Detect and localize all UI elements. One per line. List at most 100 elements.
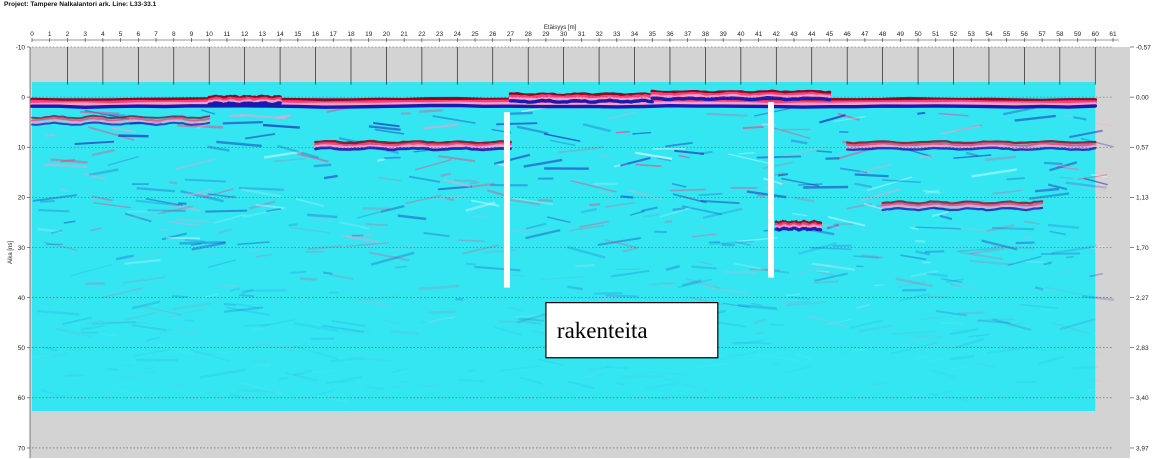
axes: 0 1 2 3 4 5 6 7 8 9 10 11 12 13 14 15 16 17 18 19 20 21 22 23 24… — [8, 25, 1151, 458]
x-tick-label: 16 — [312, 31, 320, 38]
texture-streak — [1034, 187, 1060, 193]
texture-streak — [226, 306, 270, 316]
texture-streak — [36, 227, 63, 234]
texture-streak — [786, 293, 801, 297]
texture-streak — [273, 158, 306, 163]
texture-streak — [172, 302, 212, 311]
texture-streak — [935, 310, 967, 317]
reflector-band — [207, 96, 282, 102]
texture-streak — [111, 127, 137, 133]
texture-streak — [118, 134, 149, 138]
x-tick-label: 15 — [294, 31, 302, 38]
texture-streak — [926, 272, 948, 278]
x-tick-label: 33 — [613, 31, 621, 38]
x-tick-label: 12 — [241, 31, 249, 38]
x-axis-label: Etäisyys [m] — [544, 25, 577, 31]
texture-streak — [494, 326, 522, 336]
texture-streak — [1036, 355, 1065, 366]
texture-streak — [107, 368, 119, 371]
x-tick-label: 31 — [578, 31, 586, 38]
texture-streak — [32, 354, 52, 359]
x-tick-label: 46 — [844, 31, 852, 38]
texture-streak — [960, 251, 1004, 260]
texture-streak — [860, 188, 901, 202]
texture-streak — [671, 182, 687, 188]
right-tick-label: 1,13 — [1136, 195, 1149, 202]
texture-streak — [293, 322, 339, 332]
texture-streak — [405, 194, 442, 205]
texture-streak — [1072, 367, 1099, 369]
texture-streak — [459, 380, 485, 381]
texture-streak — [1041, 252, 1080, 256]
reflector-band — [650, 89, 832, 95]
reflector-band — [314, 139, 512, 145]
texture-streak — [682, 195, 705, 204]
texture-streak — [244, 323, 271, 327]
texture-streak — [83, 172, 106, 180]
texture-streak — [170, 227, 189, 233]
texture-streak — [125, 312, 157, 321]
texture-streak — [359, 300, 391, 307]
x-tick-label: 13 — [259, 31, 267, 38]
texture-streak — [531, 330, 546, 334]
texture-streak — [749, 268, 781, 272]
texture-streak — [999, 344, 1018, 351]
texture-streak — [512, 274, 524, 277]
y-tick-label: 20 — [18, 195, 26, 202]
texture-streak — [167, 308, 205, 319]
x-tick-label: 21 — [401, 31, 409, 38]
texture-streak — [368, 251, 410, 262]
texture-streak — [788, 296, 810, 300]
texture-streak — [632, 131, 652, 135]
x-tick-label: 9 — [190, 31, 194, 38]
annotations: rakenteita — [545, 302, 719, 359]
texture-streak — [920, 316, 941, 321]
texture-streak — [1069, 129, 1103, 139]
texture-streak — [1015, 241, 1035, 245]
texture-streak — [40, 200, 55, 203]
texture-streak — [171, 295, 188, 298]
texture-streak — [770, 126, 811, 140]
texture-streak — [816, 150, 833, 153]
texture-streak — [331, 320, 366, 327]
texture-streak — [919, 154, 935, 159]
texture-streak — [811, 262, 856, 271]
texture-streak — [469, 181, 480, 185]
texture-streak — [557, 146, 604, 154]
texture-streak — [207, 259, 236, 268]
texture-streak — [902, 348, 925, 354]
texture-streak — [723, 270, 757, 274]
x-tick-label: 53 — [968, 31, 976, 38]
reflector-band — [508, 96, 654, 102]
reflector-band — [31, 114, 211, 120]
texture-streak — [62, 316, 93, 325]
reflector-band — [881, 200, 1044, 205]
texture-streak — [914, 355, 929, 361]
texture-streak — [239, 294, 255, 298]
texture-streak — [222, 120, 263, 125]
texture-streak — [64, 347, 88, 351]
texture-streak — [63, 220, 76, 224]
texture-streak — [814, 272, 848, 282]
texture-streak — [707, 286, 749, 295]
texture-streak — [367, 387, 383, 389]
texture-streak — [622, 246, 638, 253]
x-tick-label: 56 — [1021, 31, 1029, 38]
texture-streak — [1051, 321, 1090, 335]
texture-streak — [757, 353, 799, 362]
texture-streak — [1059, 176, 1073, 180]
texture-streak — [853, 255, 880, 259]
texture-streak — [397, 214, 427, 221]
texture-streak — [1051, 245, 1097, 255]
texture-streak — [751, 302, 763, 307]
texture-streak — [656, 156, 672, 162]
texture-streak — [213, 213, 245, 224]
texture-streak — [1066, 255, 1075, 259]
texture-streak — [242, 208, 279, 218]
texture-streak — [180, 189, 224, 203]
texture-streak — [136, 187, 176, 193]
texture-streak — [588, 203, 601, 207]
texture-streak — [277, 144, 319, 159]
texture-streak — [924, 250, 945, 253]
x-tick-label: 32 — [595, 31, 603, 38]
